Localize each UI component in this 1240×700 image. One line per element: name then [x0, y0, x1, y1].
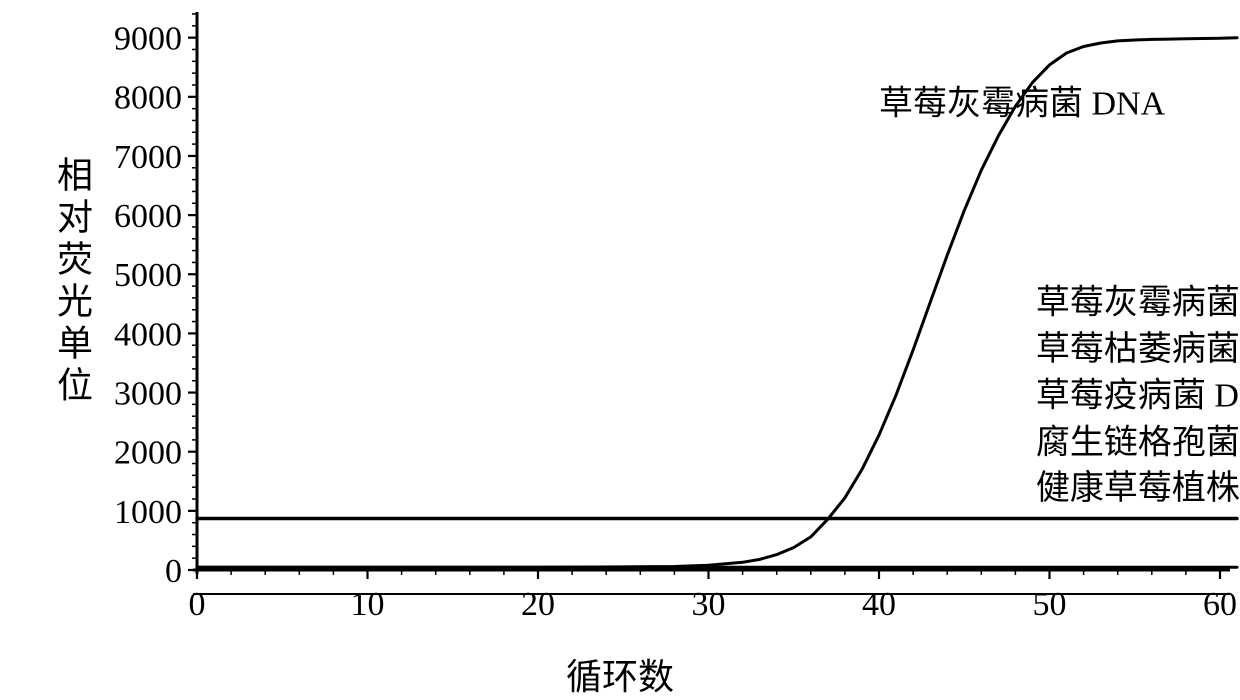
svg-text:2000: 2000	[114, 435, 182, 472]
svg-text:3000: 3000	[114, 375, 182, 412]
svg-text:8000: 8000	[114, 80, 182, 117]
series-label: 草莓灰霉病菌 DNA	[879, 85, 1166, 123]
chart-container: 0 10 20 30 40 50 60 0 1000 2000 3000 4000 5000 6000 70…	[0, 0, 1240, 684]
series-label: 草莓疫病菌 DNA	[1036, 377, 1240, 415]
svg-text:6000: 6000	[114, 198, 182, 235]
svg-text:0: 0	[189, 586, 206, 623]
svg-text:10: 10	[351, 586, 385, 623]
svg-text:50: 50	[1033, 586, 1067, 623]
series-label: 草莓枯萎病菌 DNA	[1036, 330, 1240, 368]
series-label: 腐生链格孢菌 DNA	[1036, 423, 1240, 461]
svg-text:5000: 5000	[114, 257, 182, 294]
svg-text:0: 0	[165, 553, 182, 590]
svg-text:9000: 9000	[114, 21, 182, 58]
svg-text:60: 60	[1203, 586, 1237, 623]
svg-text:40: 40	[862, 586, 896, 623]
svg-text:7000: 7000	[114, 139, 182, 176]
chart-svg: 0 10 20 30 40 50 60 0 1000 2000 3000 4000 5000 6000 70…	[0, 0, 1240, 684]
series-label: 健康草莓植株 DNA	[1036, 469, 1240, 507]
svg-text:30: 30	[692, 586, 726, 623]
series-label: 草莓灰霉病菌 DNA	[1036, 283, 1240, 321]
x-axis-label: 循环数	[566, 648, 674, 700]
svg-text:20: 20	[521, 586, 555, 623]
svg-text:4000: 4000	[114, 316, 182, 353]
svg-text:1000: 1000	[114, 494, 182, 531]
y-axis-label: 相对荧光单位	[46, 156, 98, 408]
